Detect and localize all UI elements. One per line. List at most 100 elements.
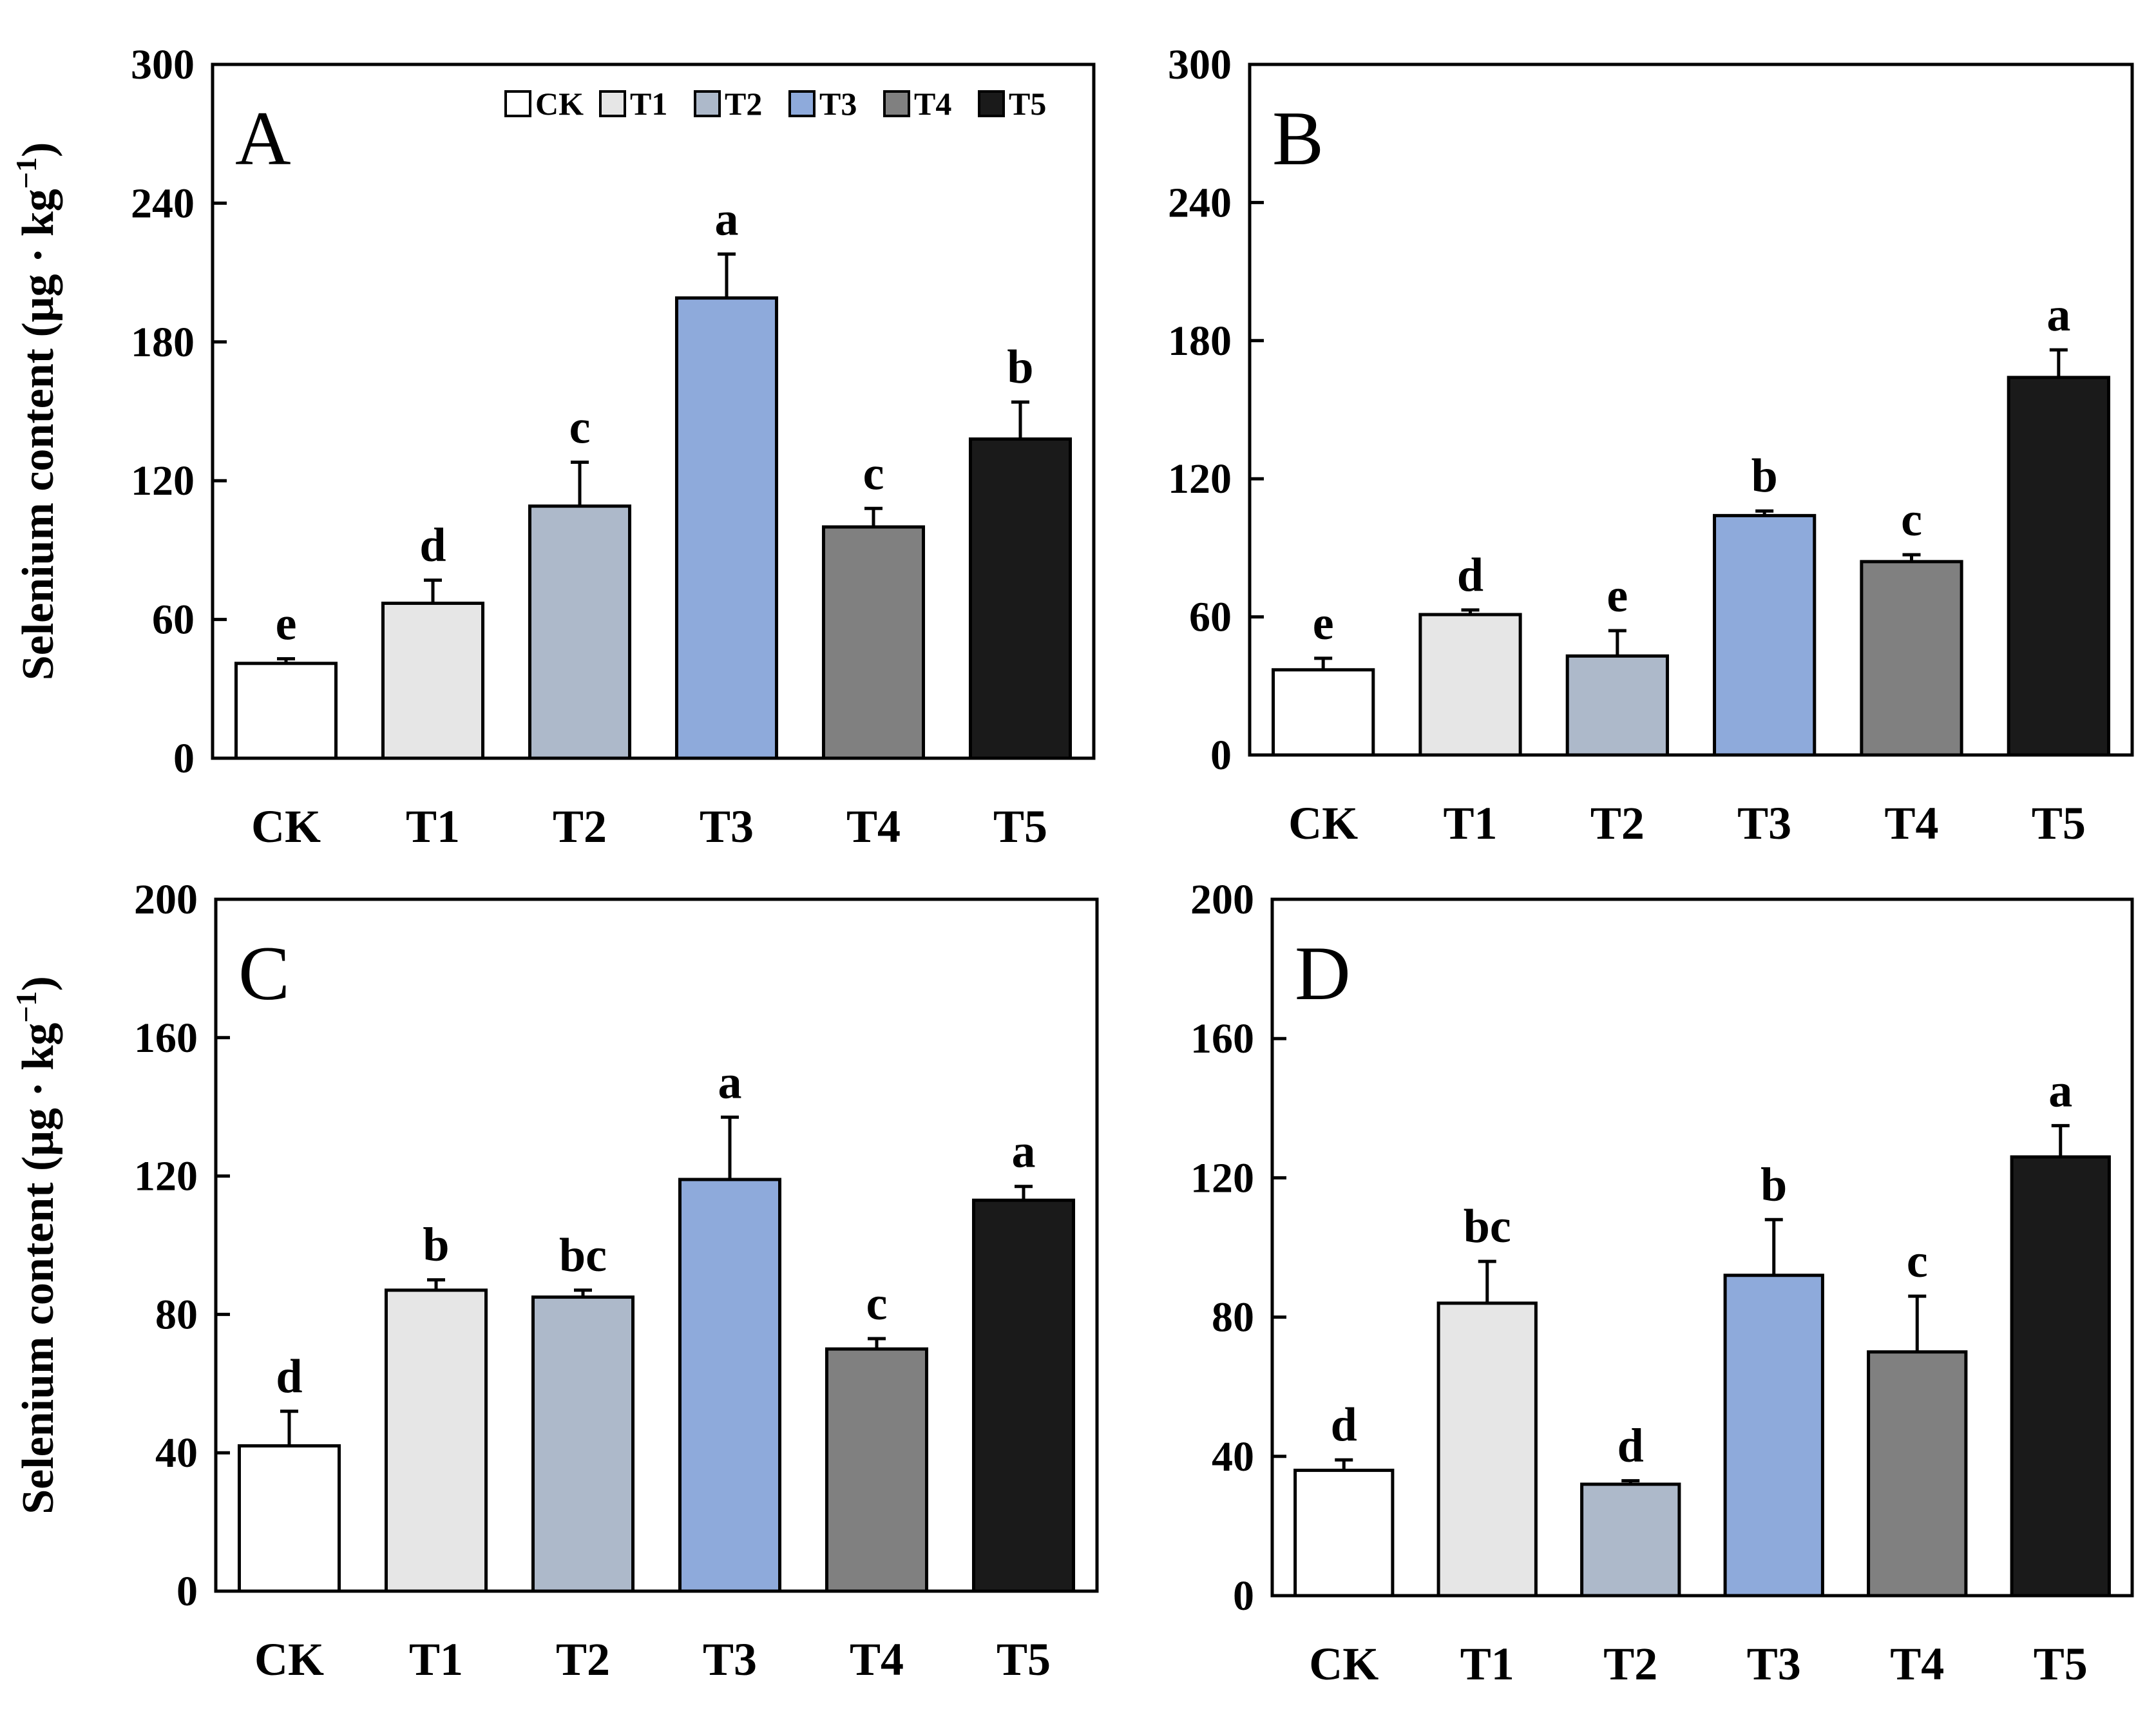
y-tick-label: 120 <box>1168 455 1232 502</box>
bar-T4 <box>1867 1350 1968 1598</box>
x-tick-label: CK <box>1288 798 1358 849</box>
y-tick-label: 0 <box>1233 1572 1254 1619</box>
bar-T3 <box>1723 1274 1824 1598</box>
y-tick-label: 60 <box>1189 594 1232 641</box>
y-tick-label: 240 <box>131 180 195 227</box>
y-tick-label: 40 <box>1212 1433 1254 1480</box>
panel-B: 0 60 120 180 240 300 e CK d T1 e T2 b T3 c T4 a T5 B <box>1168 41 2134 849</box>
bar-T1 <box>1436 1301 1538 1598</box>
x-tick-label: CK <box>1309 1638 1379 1690</box>
significance-letter: e <box>1607 569 1628 622</box>
y-tick-label: 120 <box>1190 1154 1254 1201</box>
y-tick-label: 40 <box>155 1429 198 1476</box>
significance-letter: c <box>1907 1235 1928 1288</box>
bar-T5 <box>971 1198 1076 1593</box>
x-tick-label: T3 <box>1737 798 1791 849</box>
y-tick-label: 120 <box>131 457 195 504</box>
bar-T3 <box>1713 513 1817 757</box>
significance-letter: b <box>1007 341 1033 394</box>
y-tick-label: 200 <box>134 876 198 923</box>
significance-letter: b <box>1751 450 1778 502</box>
significance-letter: bc <box>1464 1200 1511 1253</box>
x-tick-label: T4 <box>850 1634 904 1685</box>
bar-T2 <box>531 1295 635 1593</box>
y-tick-label: 160 <box>134 1015 198 1062</box>
significance-letter: c <box>1901 493 1922 546</box>
legend-swatch <box>788 90 816 117</box>
significance-letter: a <box>2048 1064 2072 1117</box>
legend-label: T4 <box>914 86 951 122</box>
bar-T2 <box>1580 1482 1681 1598</box>
significance-letter: bc <box>559 1229 607 1282</box>
bar-T5 <box>968 437 1073 760</box>
y-tick-label: 180 <box>1168 318 1232 365</box>
x-tick-label: T2 <box>1590 798 1645 849</box>
y-axis-label: Selenium content (μg · kg−1) <box>10 142 63 681</box>
plot-frame <box>1270 897 2134 1598</box>
bar-T5 <box>2010 1155 2111 1598</box>
legend-label: CK <box>535 86 584 122</box>
x-tick-label: T2 <box>553 801 607 852</box>
x-tick-label: T2 <box>1603 1638 1657 1690</box>
bar-CK <box>1272 668 1375 757</box>
legend-label: T5 <box>1009 86 1046 122</box>
bar-CK <box>237 1444 341 1593</box>
bar-T4 <box>825 1347 929 1593</box>
bar-T4 <box>821 525 926 760</box>
significance-letter: a <box>1012 1125 1036 1178</box>
significance-letter: a <box>2046 289 2070 341</box>
y-tick-label: 0 <box>173 735 195 782</box>
panel-C: 0 40 80 120 160 200 d CK b T1 bc T2 a T3 c T4 a T5 C Seleni… <box>10 876 1099 1685</box>
legend-swatch <box>599 90 626 117</box>
x-tick-label: T5 <box>2032 798 2086 849</box>
bar-T4 <box>1860 560 1963 757</box>
x-tick-label: T1 <box>1460 1638 1514 1690</box>
legend-swatch <box>694 90 721 117</box>
y-tick-label: 0 <box>1210 732 1232 779</box>
significance-letter: d <box>419 519 446 572</box>
y-tick-label: 60 <box>152 597 195 644</box>
x-tick-label: T5 <box>993 801 1047 852</box>
bar-T1 <box>381 601 485 760</box>
panel-label: B <box>1272 95 1324 181</box>
x-tick-label: CK <box>254 1634 324 1685</box>
panel-label: C <box>238 930 290 1016</box>
y-tick-label: 180 <box>131 319 195 366</box>
x-tick-label: T5 <box>2034 1638 2088 1690</box>
significance-letter: d <box>276 1350 302 1403</box>
y-tick-label: 160 <box>1190 1015 1254 1062</box>
significance-letter: a <box>718 1056 742 1109</box>
y-tick-label: 300 <box>1168 41 1232 88</box>
y-tick-label: 80 <box>1212 1294 1254 1341</box>
legend-label: T1 <box>630 86 667 122</box>
x-tick-label: T3 <box>700 801 754 852</box>
significance-letter: b <box>423 1219 449 1272</box>
significance-letter: e <box>276 598 297 651</box>
y-tick-label: 200 <box>1190 876 1254 923</box>
significance-letter: a <box>715 193 739 245</box>
bar-CK <box>1293 1468 1395 1598</box>
x-tick-label: T2 <box>556 1634 610 1685</box>
bar-T3 <box>674 296 779 760</box>
x-tick-label: T1 <box>1443 798 1497 849</box>
legend-swatch <box>978 90 1005 117</box>
significance-letter: c <box>569 401 591 454</box>
x-tick-label: T4 <box>1890 1638 1944 1690</box>
x-tick-label: T1 <box>409 1634 463 1685</box>
panel-A: 0 60 120 180 240 300 e CK d T1 c T2 a T3 c T4 b T5 A Seleni… <box>10 41 1096 852</box>
legend-label: T3 <box>819 86 857 122</box>
legend-label: T2 <box>725 86 762 122</box>
panel-label: A <box>235 95 291 181</box>
panel-label: D <box>1295 930 1351 1016</box>
x-tick-label: T3 <box>703 1634 757 1685</box>
bar-T1 <box>1418 613 1522 757</box>
plot-frame <box>1248 62 2134 757</box>
significance-letter: e <box>1313 597 1334 650</box>
x-tick-label: CK <box>251 801 321 852</box>
x-tick-label: T4 <box>846 801 901 852</box>
y-tick-label: 240 <box>1168 179 1232 226</box>
bar-T3 <box>678 1178 782 1593</box>
y-tick-label: 300 <box>131 41 195 88</box>
significance-letter: d <box>1457 549 1483 602</box>
